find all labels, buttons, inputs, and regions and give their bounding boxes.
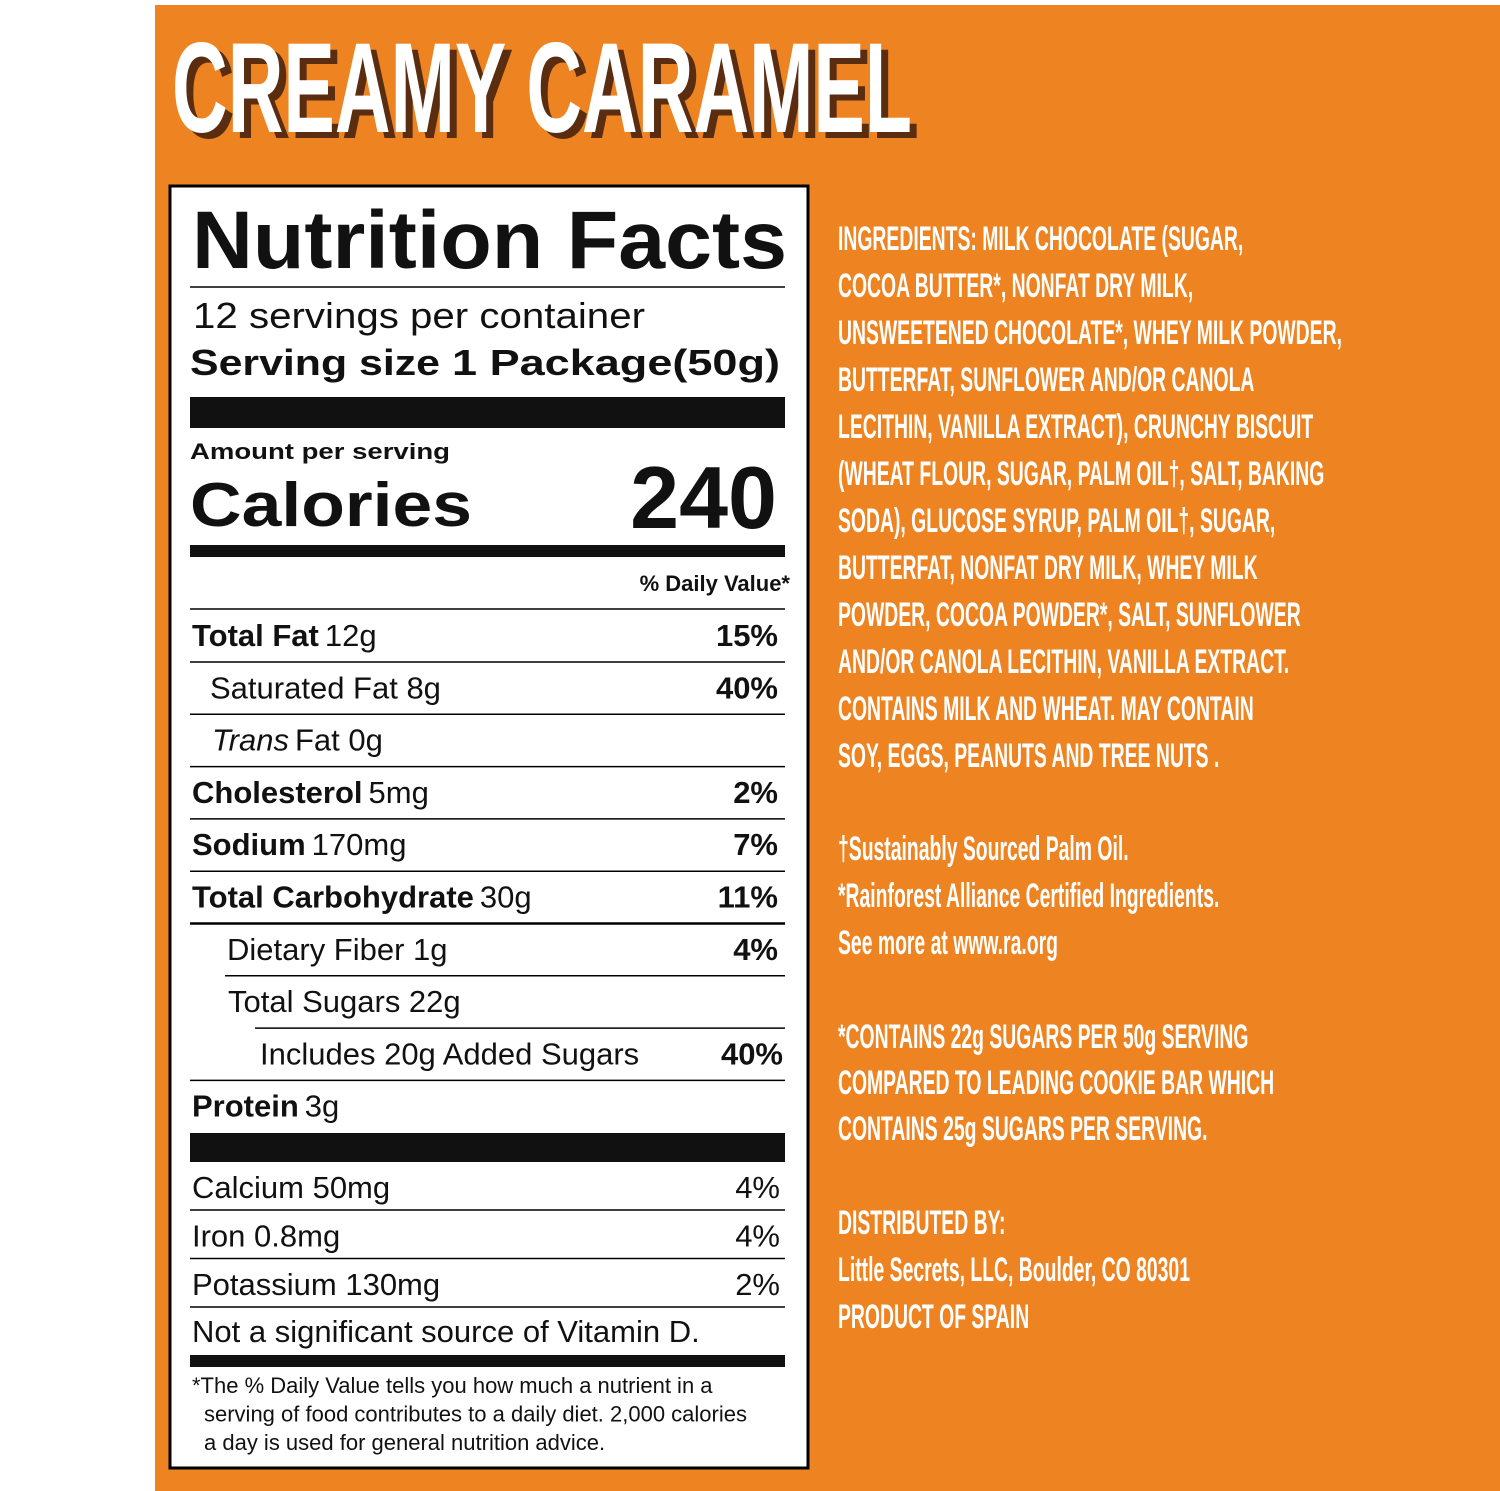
notes-line: *Rainforest Alliance Certified Ingredien… [838,876,1219,914]
nutrient-dv: 15% [716,618,778,653]
nutrient-row: Sodium 170mg [192,827,406,862]
ingredients-line: (WHEAT FLOUR, SUGAR, PALM OIL†, SALT, BA… [838,454,1324,492]
nutrient-row: Includes 20g Added Sugars [260,1036,639,1071]
footnote-line: serving of food contributes to a daily d… [204,1402,747,1427]
ingredients-line: BUTTERFAT, NONFAT DRY MILK, WHEY MILK [838,548,1258,586]
nf-heading: Nutrition Facts [192,195,787,286]
nutrient-row: Protein 3g [192,1089,339,1124]
distributor-line: Little Secrets, LLC, Boulder, CO 80301 [838,1250,1190,1288]
calories: 240 [630,448,777,547]
ingredients-line: LECITHIN, VANILLA EXTRACT), CRUNCHY BISC… [838,407,1313,445]
amount-per-serving: Amount per serving [190,439,450,464]
nutrient-dv: 40% [716,670,778,705]
nutrient-row: Total Fat 12g [192,618,377,653]
ingredients-line: UNSWEETENED CHOCOLATE*, WHEY MILK POWDER… [838,313,1342,351]
ingredients-line: CONTAINS MILK AND WHEAT. MAY CONTAIN [838,689,1254,727]
nutrient-name: Cholesterol [192,775,363,810]
vitamin-note: Not a significant source of Vitamin D. [192,1314,700,1349]
ingredients-line: POWDER, COCOA POWDER*, SALT, SUNFLOWER [838,595,1301,633]
medium-bar [190,1355,785,1367]
nutrient-name: Total Fat [192,618,319,653]
mineral-dv: 4% [735,1219,780,1254]
nutrient-amount: 3g [305,1089,339,1124]
nutrient-row: Trans Fat 0g [212,723,383,758]
nutrient-name: Trans [212,723,289,758]
nutrient-dv: 7% [733,827,778,862]
sugar-claim-line: CONTAINS 25g SUGARS PER SERVING. [838,1109,1208,1147]
nutrient-rows: Total Fat 12g 15% Saturated Fat 8g 40% Trans F… [190,618,785,1124]
nutrient-row: Total Sugars 22g [228,984,461,1019]
ingredients-line: SOY, EGGS, PEANUTS AND TREE NUTS . [838,736,1219,774]
servings: 12 servings per container [193,295,645,336]
nutrient-name: Dietary Fiber 1g [227,932,448,967]
footnote-line: a day is used for general nutrition advi… [204,1430,605,1455]
mineral-name: Potassium 130mg [192,1267,440,1302]
serving-size: 1 Package(50g) [452,342,780,383]
nutrient-row: Total Carbohydrate 30g [192,880,532,915]
mineral-name: Calcium 50mg [192,1170,390,1205]
notes-line: †Sustainably Sourced Palm Oil. [838,829,1129,867]
title: CREAMY CARAMEL [172,17,912,160]
nutrient-amount: 5mg [369,775,429,810]
nutrient-name: Sodium [192,827,306,862]
title-shadow: CREAMY CARAMEL [179,23,919,166]
thick-bar [190,397,785,428]
daily-value-header: % Daily Value* [640,571,791,596]
mineral-rows: Calcium 50mg 4% Iron 0.8mg 4% Potassium 130m… [190,1170,785,1308]
ingredients-line: SODA), GLUCOSE SYRUP, PALM OIL†, SUGAR, [838,501,1275,539]
nutrient-amount: Fat 0g [295,723,383,758]
nutrient-name: Protein [192,1089,299,1124]
mineral-dv: 2% [735,1267,780,1302]
ingredients-line: AND/OR CANOLA LECITHIN, VANILLA EXTRACT. [838,642,1289,680]
nutrient-amount: 12g [325,618,377,653]
sugar-claim-line: COMPARED TO LEADING COOKIE BAR WHICH [838,1063,1274,1101]
distributor-line: DISTRIBUTED BY: [838,1203,1005,1241]
medium-bar [190,545,785,557]
calories-label: Calories [190,471,472,540]
nutrient-amount: 30g [480,880,532,915]
nutrient-name: Total Sugars 22g [228,984,461,1019]
nutrient-row: Cholesterol 5mg [192,775,429,810]
distributor-line: PRODUCT OF SPAIN [838,1297,1029,1335]
nutrient-dv: 2% [733,775,778,810]
mineral-dv: 4% [735,1170,780,1205]
nutrient-name: Total Carbohydrate [192,880,474,915]
ingredients-line: INGREDIENTS: MILK CHOCOLATE (SUGAR, [838,219,1243,257]
nutrient-row: Saturated Fat 8g [210,670,441,705]
footnote: *The % Daily Value tells you how much a … [192,1373,747,1455]
sugar-claim-line: *CONTAINS 22g SUGARS PER 50g SERVING [838,1017,1248,1055]
notes-line: See more at www.ra.org [838,923,1058,961]
thick-bar [190,1133,785,1162]
nutrient-row: Dietary Fiber 1g [227,932,448,967]
nutrient-dv: 11% [718,880,778,915]
mineral-name: Iron 0.8mg [192,1219,340,1254]
side-text: INGREDIENTS: MILK CHOCOLATE (SUGAR, COCOA… [838,219,1342,1335]
nutrient-dv: 4% [733,932,778,967]
nutrient-name: Saturated Fat 8g [210,670,441,705]
nutrient-name: Includes 20g Added Sugars [260,1036,639,1071]
ingredients-line: BUTTERFAT, SUNFLOWER AND/OR CANOLA [838,360,1254,398]
nutrient-dv: 40% [721,1036,783,1071]
footnote-line: *The % Daily Value tells you how much a … [192,1373,713,1398]
serving-size-label: Serving size [190,342,440,383]
nutrient-amount: 170mg [312,827,407,862]
ingredients-line: COCOA BUTTER*, NONFAT DRY MILK, [838,266,1193,304]
